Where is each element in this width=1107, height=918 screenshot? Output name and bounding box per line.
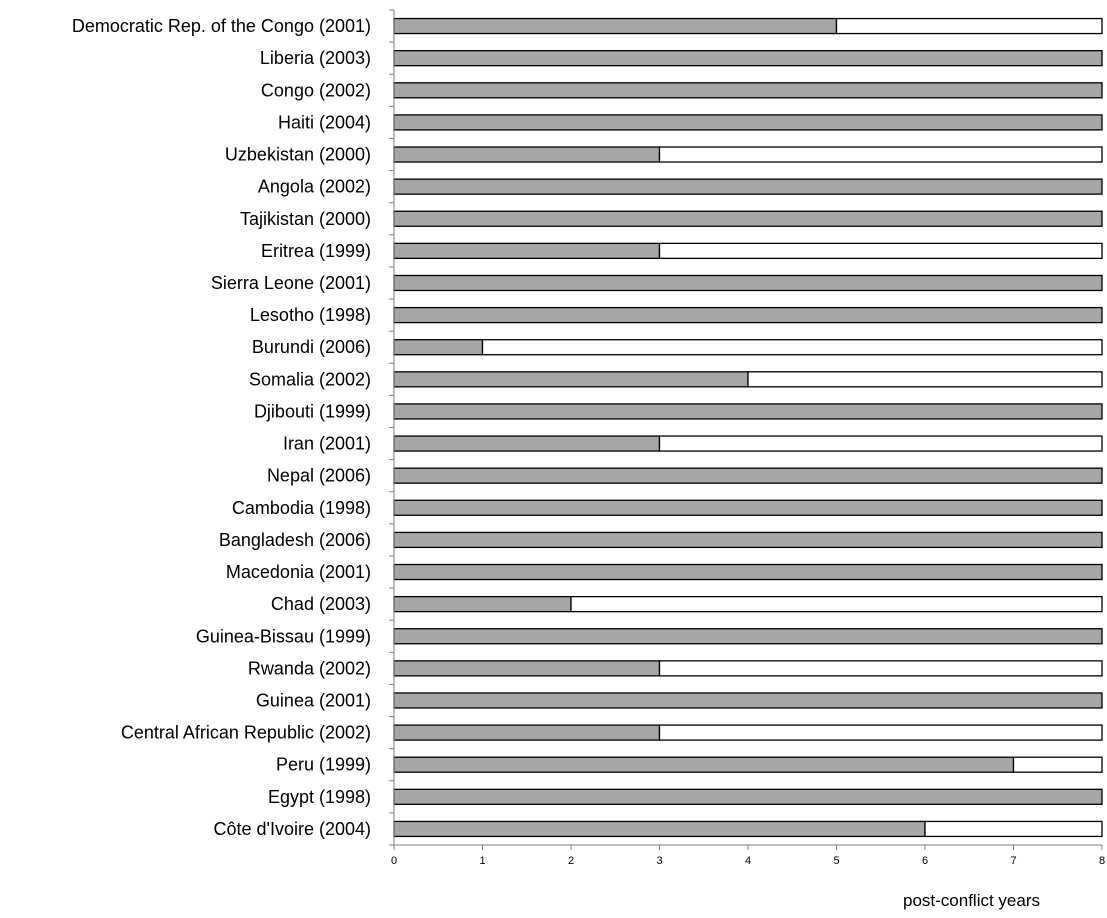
bar-segment-filled [393, 660, 661, 677]
category-label: Liberia (2003) [260, 48, 371, 68]
bar-segment-remaining [1012, 756, 1103, 773]
bar-segment-remaining [747, 371, 1103, 388]
bar-segment-remaining [658, 242, 1103, 260]
x-tick-label: 4 [745, 855, 751, 867]
bar-segment-filled [393, 306, 1103, 324]
bar-segment-filled [393, 531, 1103, 549]
bar-segment-filled [393, 628, 1103, 645]
bar-segment-filled [393, 692, 1103, 709]
bar-segment-filled [393, 114, 1103, 131]
bar-segment-filled [393, 499, 1103, 516]
bar-segment-filled [393, 339, 484, 356]
bar-segment-remaining [835, 17, 1103, 35]
category-label: Lesotho (1998) [250, 305, 371, 325]
category-label: Guinea-Bissau (1999) [196, 626, 371, 646]
category-label: Guinea (2001) [256, 690, 371, 710]
category-label: Eritrea (1999) [261, 241, 371, 261]
bar-segment-filled [393, 17, 838, 35]
bar-segment-filled [393, 210, 1103, 227]
bar-segment-remaining [924, 820, 1103, 838]
category-label: Central African Republic (2002) [121, 723, 371, 743]
category-label: Haiti (2004) [278, 112, 371, 132]
x-axis-ticks [393, 845, 1103, 850]
x-tick-label: 2 [568, 855, 574, 867]
category-label: Democratic Rep. of the Congo (2001) [72, 16, 371, 36]
category-label: Somalia (2002) [249, 369, 371, 389]
bar-segment-remaining [570, 595, 1103, 613]
bar-segment-filled [393, 724, 661, 741]
x-tick-label: 3 [656, 855, 662, 867]
bar-segment-filled [393, 274, 1103, 292]
category-label: Cambodia (1998) [232, 498, 371, 518]
category-label: Uzbekistan (2000) [225, 145, 371, 165]
bar-segment-filled [393, 50, 1103, 67]
bar-segment-filled [393, 756, 1015, 773]
x-tick-label: 5 [833, 855, 839, 867]
bar-segment-filled [393, 467, 1103, 484]
bar-segment-remaining [481, 339, 1103, 356]
bar-segment-remaining [658, 660, 1103, 677]
bars [393, 17, 1103, 838]
bar-segment-filled [393, 242, 661, 260]
x-tick-label: 6 [922, 855, 928, 867]
bar-segment-filled [393, 788, 1103, 805]
x-tick-label: 8 [1099, 855, 1105, 867]
bar-segment-filled [393, 146, 661, 163]
bar-segment-filled [393, 178, 1103, 195]
bar-segment-filled [393, 563, 1103, 581]
category-label: Côte d'Ivoire (2004) [213, 819, 371, 839]
bar-segment-remaining [658, 724, 1103, 741]
category-label: Burundi (2006) [252, 337, 371, 357]
bar-segment-remaining [658, 435, 1103, 452]
category-label: Congo (2002) [261, 80, 371, 100]
category-label: Chad (2003) [271, 594, 371, 614]
bar-segment-filled [393, 595, 572, 613]
category-label: Macedonia (2001) [226, 562, 371, 582]
category-label: Iran (2001) [283, 434, 371, 454]
x-tick-label: 1 [479, 855, 485, 867]
category-label: Tajikistan (2000) [240, 209, 371, 229]
bar-segment-filled [393, 371, 749, 388]
x-tick-label: 7 [1010, 855, 1016, 867]
bar-segment-filled [393, 820, 926, 838]
x-tick-labels: 0 1 2 3 4 5 6 7 8 [391, 855, 1105, 867]
category-labels: Democratic Rep. of the Congo (2001) Liber… [72, 16, 371, 839]
x-axis-title: post-conflict years [903, 891, 1040, 910]
category-label: Peru (1999) [276, 755, 371, 775]
category-label: Bangladesh (2006) [219, 530, 371, 550]
category-label: Egypt (1998) [268, 787, 371, 807]
category-label: Angola (2002) [258, 177, 371, 197]
category-label: Rwanda (2002) [248, 658, 371, 678]
bar-segment-remaining [658, 146, 1103, 163]
category-label: Nepal (2006) [267, 466, 371, 486]
bar-segment-filled [393, 82, 1103, 99]
bar-segment-filled [393, 435, 661, 452]
y-axis-ticks [389, 9, 394, 846]
category-label: Sierra Leone (2001) [211, 273, 371, 293]
category-label: Djibouti (1999) [254, 401, 371, 421]
x-tick-label: 0 [391, 855, 397, 867]
bar-segment-filled [393, 403, 1103, 420]
